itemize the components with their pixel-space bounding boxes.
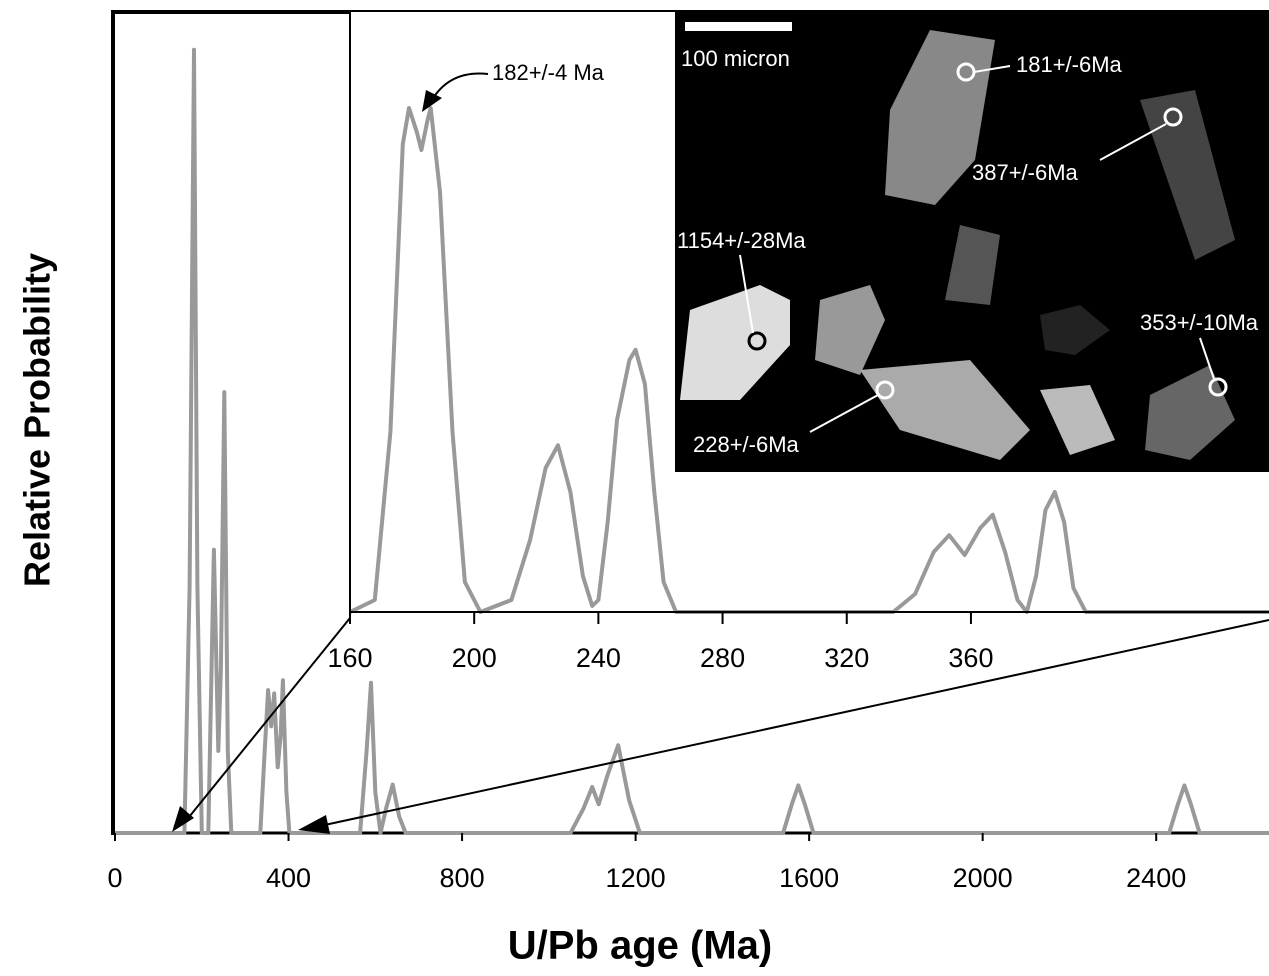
x-tick-label: 2000	[953, 863, 1013, 893]
age-label: 353+/-10Ma	[1140, 310, 1259, 335]
x-tick-label: 280	[700, 643, 745, 673]
x-tick-label: 400	[266, 863, 311, 893]
scale-label: 100 micron	[681, 46, 790, 71]
x-tick-label: 1600	[779, 863, 839, 893]
annotation: 182+/-4 Ma	[492, 60, 605, 85]
photo: 100 micron 181+/-6Ma 387+/-6Ma 1154+/-28…	[675, 12, 1269, 472]
age-label: 387+/-6Ma	[972, 160, 1079, 185]
scale-bar	[685, 22, 792, 31]
y-axis-label: Relative Probability	[17, 253, 58, 587]
x-tick-label: 0	[107, 863, 122, 893]
x-tick-label: 360	[948, 643, 993, 673]
age-label: 1154+/-28Ma	[677, 228, 806, 253]
age-label: 228+/-6Ma	[693, 432, 800, 457]
page: 0 400 800 1200 1600 2000 2400 160 200 240 280 320 3…	[0, 0, 1269, 976]
age-label: 181+/-6Ma	[1016, 52, 1123, 77]
x-tick-label: 800	[440, 863, 485, 893]
x-tick-label: 1200	[606, 863, 666, 893]
chart: 0 400 800 1200 1600 2000 2400 160 200 240 280 320 3…	[0, 0, 1269, 976]
x-axis-label: U/Pb age (Ma)	[508, 924, 772, 968]
x-tick-label: 2400	[1126, 863, 1186, 893]
x-tick-label: 200	[452, 643, 497, 673]
x-tick-label: 160	[327, 643, 372, 673]
x-tick-label: 240	[576, 643, 621, 673]
x-tick-label: 320	[824, 643, 869, 673]
